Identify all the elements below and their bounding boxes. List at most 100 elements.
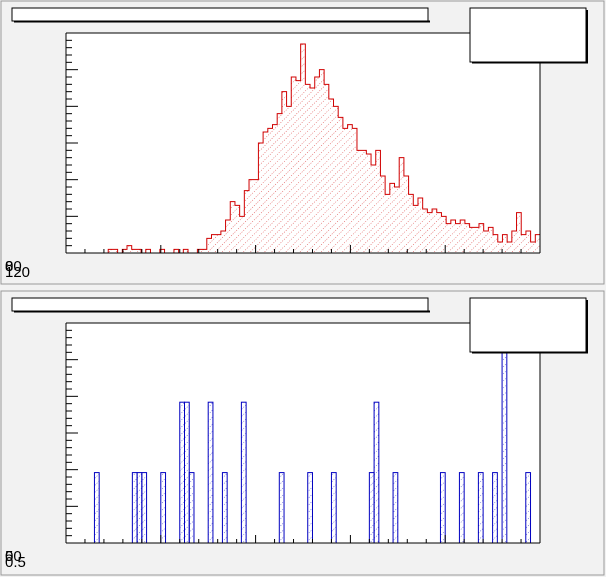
bar <box>216 234 221 253</box>
bar <box>225 220 231 253</box>
bar <box>230 201 235 253</box>
bar <box>131 249 137 253</box>
bar <box>263 132 268 253</box>
bar <box>501 331 508 544</box>
bar <box>328 99 334 253</box>
bar <box>240 401 247 544</box>
bar <box>413 205 418 253</box>
bar <box>207 401 214 544</box>
bar <box>427 212 433 253</box>
bar <box>277 113 282 254</box>
bar <box>108 249 113 253</box>
bar <box>179 401 185 544</box>
axis-label: 0.5 <box>5 554 26 571</box>
bar <box>535 234 540 253</box>
bar <box>450 220 456 253</box>
bar <box>324 84 329 253</box>
bar <box>366 154 372 253</box>
bar <box>281 91 287 254</box>
axis-label: 50 <box>5 548 22 565</box>
bar <box>141 472 148 544</box>
bar <box>197 249 203 253</box>
bar <box>352 128 357 253</box>
bar <box>330 472 337 544</box>
bar <box>278 472 285 544</box>
bar <box>521 234 526 253</box>
bar <box>136 249 142 253</box>
bar <box>483 231 489 253</box>
bar <box>356 150 362 253</box>
axis-label: 80 <box>5 258 22 275</box>
bar <box>234 205 240 253</box>
bar <box>122 249 128 253</box>
bar <box>446 223 451 253</box>
bar <box>244 190 250 253</box>
bar <box>422 209 428 253</box>
bar <box>188 472 195 544</box>
bar <box>525 231 531 253</box>
bar <box>338 117 343 253</box>
title-box <box>11 297 429 312</box>
bar <box>314 77 320 253</box>
bar <box>497 242 503 253</box>
bar <box>253 179 259 253</box>
bar <box>93 472 100 544</box>
bar <box>380 176 386 253</box>
bar <box>464 223 470 253</box>
bar <box>267 128 273 253</box>
axis-label: 120 <box>5 264 30 281</box>
bar <box>432 209 437 253</box>
bar <box>272 124 278 254</box>
bar <box>291 77 296 253</box>
bar <box>477 472 484 544</box>
bar <box>516 212 522 253</box>
bar <box>307 472 313 544</box>
bar <box>373 401 380 544</box>
bar <box>249 179 254 253</box>
axis-label: 0 <box>5 258 13 275</box>
bar <box>159 249 165 253</box>
bar <box>310 88 315 253</box>
title-box <box>11 7 429 22</box>
bar <box>305 84 311 253</box>
bar <box>492 472 498 544</box>
bar <box>511 231 517 253</box>
bar <box>525 472 532 544</box>
bar <box>220 231 226 253</box>
bar <box>474 227 479 253</box>
stats-box <box>469 7 587 63</box>
bar <box>202 249 207 253</box>
bar <box>403 176 409 253</box>
bar <box>361 150 367 253</box>
bar <box>385 194 390 253</box>
bar <box>458 472 465 544</box>
bar <box>368 472 375 544</box>
bar <box>469 227 475 253</box>
bar <box>392 472 399 544</box>
bar <box>455 223 461 253</box>
bar <box>160 472 167 544</box>
bar <box>258 143 264 253</box>
outline <box>66 43 541 254</box>
bar <box>239 216 245 253</box>
bar <box>112 249 118 253</box>
bar <box>530 242 536 253</box>
bar <box>493 234 498 253</box>
bar <box>478 223 484 253</box>
bar <box>211 234 217 253</box>
bar <box>375 150 381 253</box>
bar <box>173 249 179 253</box>
bar <box>394 187 400 253</box>
bar <box>300 44 306 253</box>
axis-label: 0 <box>5 548 13 565</box>
bar <box>131 472 138 544</box>
bar <box>333 106 339 253</box>
bar <box>507 242 512 253</box>
bar <box>371 165 376 253</box>
bar <box>488 227 494 253</box>
bar <box>295 80 301 254</box>
bar <box>286 106 292 253</box>
bar <box>439 472 446 544</box>
bar <box>408 194 414 253</box>
